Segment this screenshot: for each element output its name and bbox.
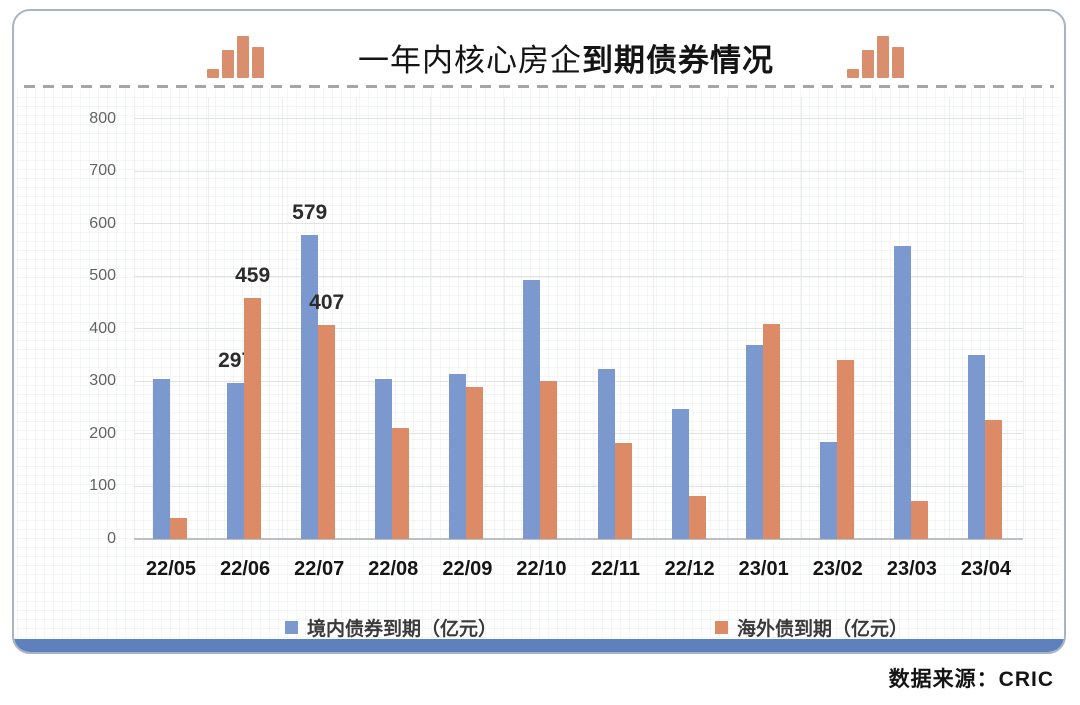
vertical-gridline [948, 97, 950, 539]
x-tick-label: 22/11 [591, 558, 640, 580]
title-bold-part: 到期债券情况 [582, 43, 774, 78]
title-row: 一年内核心房企到期债券情况 [14, 11, 1064, 85]
dashed-divider [24, 85, 1054, 88]
bar-domestic-22/11 [597, 368, 615, 539]
horizontal-gridline [134, 275, 1023, 277]
x-tick-label: 22/09 [442, 558, 493, 580]
bar-domestic-22/09 [449, 374, 467, 539]
bar-domestic-22/08 [375, 378, 393, 539]
legend-label-overseas: 海外债到期（亿元） [737, 618, 909, 640]
data-source: 数据来源：CRIC [888, 668, 1054, 691]
bar-overseas-22/07 [318, 325, 336, 539]
bar-domestic-23/04 [967, 355, 985, 539]
x-tick-label: 23/02 [812, 558, 863, 580]
page-title: 一年内核心房企到期债券情况 [271, 35, 861, 80]
bar-value-label: 407 [309, 291, 345, 315]
legend-item-overseas: 海外债到期（亿元） [715, 616, 909, 640]
vertical-gridline [874, 97, 876, 539]
title-normal-part: 一年内核心房企 [358, 43, 582, 78]
bar-overseas-22/08 [392, 427, 410, 539]
bar-overseas-22/10 [540, 381, 558, 539]
y-tick-label: 400 [89, 319, 116, 337]
x-axis-line [134, 538, 1023, 540]
x-tick-label: 23/03 [886, 558, 937, 580]
vertical-gridline [134, 97, 135, 539]
bar-domestic-23/02 [819, 441, 837, 539]
vertical-gridline [726, 97, 728, 539]
footer-accent-bar [14, 639, 1064, 652]
horizontal-gridline [134, 118, 1023, 119]
x-tick-label: 22/08 [368, 558, 419, 580]
bar-domestic-22/12 [671, 409, 689, 539]
vertical-gridline [430, 97, 432, 539]
bar-domestic-23/01 [745, 344, 763, 539]
vertical-gridline [578, 97, 580, 539]
legend-swatch-overseas [715, 620, 728, 634]
bar-value-label: 297 [218, 348, 254, 372]
bar-chart-icon [207, 36, 264, 78]
bar-overseas-22/09 [466, 386, 484, 539]
bar-overseas-23/02 [836, 360, 854, 539]
bar-value-label: 459 [235, 263, 271, 287]
y-tick-label: 700 [89, 162, 116, 180]
x-tick-label: 23/01 [738, 558, 789, 580]
bar-chart-icon [847, 36, 904, 78]
vertical-gridline [652, 97, 654, 539]
y-tick-label: 500 [89, 267, 116, 285]
x-tick-label: 22/05 [146, 558, 197, 580]
bar-value-label: 579 [292, 200, 328, 224]
y-tick-label: 600 [89, 214, 116, 232]
bar-domestic-22/06 [227, 382, 245, 539]
horizontal-gridline [134, 433, 1023, 435]
bar-overseas-23/04 [984, 420, 1002, 539]
y-tick-label: 100 [89, 477, 116, 495]
x-tick-label: 22/10 [516, 558, 567, 580]
x-tick-label: 22/07 [294, 558, 345, 580]
vertical-gridline [208, 97, 210, 539]
bar-overseas-23/01 [762, 323, 780, 539]
bar-domestic-22/10 [523, 279, 541, 539]
bar-overseas-23/03 [910, 500, 928, 539]
y-tick-label: 800 [89, 109, 116, 127]
bar-overseas-22/12 [688, 495, 706, 539]
legend-label-domestic: 境内债券到期（亿元） [307, 618, 498, 640]
y-tick-label: 200 [89, 424, 116, 442]
horizontal-gridline [134, 380, 1023, 382]
x-tick-label: 22/12 [664, 558, 715, 580]
bar-overseas-22/05 [170, 517, 188, 539]
bar-overseas-22/06 [244, 297, 262, 539]
horizontal-gridline [134, 328, 1023, 330]
vertical-gridline [282, 97, 284, 539]
bar-domestic-23/03 [893, 246, 911, 539]
bar-chart-plot: 297 579 459 407 [134, 97, 1024, 540]
bar-domestic-22/07 [301, 234, 319, 539]
x-tick-label: 23/04 [960, 558, 1011, 580]
x-tick-label: 22/06 [220, 558, 271, 580]
bar-overseas-22/11 [614, 442, 632, 539]
legend-item-domestic: 境内债券到期（亿元） [285, 616, 498, 640]
horizontal-gridline [134, 170, 1023, 172]
vertical-gridline [1023, 97, 1024, 539]
horizontal-gridline [134, 223, 1023, 225]
vertical-gridline [356, 97, 358, 539]
vertical-gridline [504, 97, 506, 539]
bar-domestic-22/05 [153, 378, 171, 539]
y-tick-label: 300 [89, 372, 116, 390]
vertical-gridline [800, 97, 802, 539]
horizontal-gridline [134, 485, 1023, 487]
y-tick-label: 0 [107, 530, 116, 547]
chart-card: 一年内核心房企到期债券情况 297 579 459 407 0 100 200 300 400… [12, 9, 1066, 654]
legend-swatch-domestic [285, 620, 298, 634]
